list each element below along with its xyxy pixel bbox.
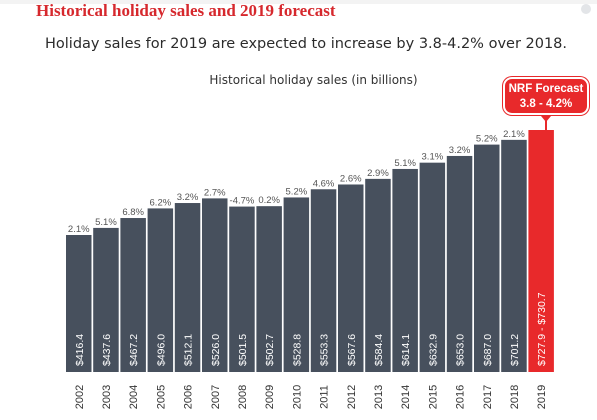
year-tick-label: 2007 — [210, 385, 222, 409]
year-tick-label: 2003 — [101, 385, 113, 409]
year-tick-label: 2015 — [427, 385, 439, 409]
growth-label: 5.2% — [286, 186, 308, 197]
page-subtitle: Holiday sales for 2019 are expected to i… — [45, 36, 568, 52]
growth-label: 2.9% — [367, 168, 389, 179]
bar-value-label: $701.2 — [509, 334, 521, 366]
bar-value-label: $501.5 — [237, 334, 249, 366]
growth-label: 5.2% — [476, 134, 498, 145]
bar-value-label: $528.8 — [291, 334, 303, 366]
year-tick-label: 2019 — [536, 385, 548, 409]
bar — [419, 162, 446, 372]
bar — [93, 227, 119, 372]
bar-value-label: $526.0 — [210, 334, 222, 366]
bar — [392, 168, 418, 372]
year-tick-label: 2014 — [400, 385, 412, 409]
bar-value-label: $632.9 — [427, 334, 439, 366]
growth-label: 3.2% — [177, 192, 199, 203]
bar — [147, 208, 174, 372]
growth-label: 6.8% — [122, 207, 144, 218]
year-tick-label: 2009 — [264, 385, 276, 409]
top-rule — [0, 0, 597, 4]
year-tick-label: 2017 — [482, 385, 494, 409]
growth-label: 0.2% — [258, 195, 280, 206]
year-tick-label: 2018 — [509, 385, 521, 409]
bar — [120, 218, 146, 372]
bar — [256, 206, 282, 372]
bar — [202, 198, 228, 372]
year-tick-label: 2006 — [183, 385, 195, 409]
bar-value-label: $584.4 — [373, 334, 385, 366]
year-tick-label: 2012 — [346, 385, 358, 409]
bar-value-label: $687.0 — [482, 334, 494, 366]
bar — [229, 206, 255, 372]
bar-value-label: $437.6 — [101, 334, 113, 366]
bar — [365, 178, 391, 372]
growth-label: -4.7% — [230, 196, 255, 207]
year-tick-label: 2016 — [455, 385, 467, 409]
bar-value-label: $614.1 — [400, 334, 412, 366]
callout-connector — [545, 121, 547, 131]
bar — [501, 139, 527, 372]
callout-line-1: NRF Forecast — [508, 83, 584, 95]
growth-label: 6.2% — [150, 197, 172, 208]
callout-arrow — [541, 116, 551, 122]
bar-value-label: $512.1 — [183, 334, 195, 366]
year-tick-label: 2005 — [155, 385, 167, 409]
bar-value-label: $467.2 — [128, 334, 140, 366]
callout-line-2: 3.8 - 4.2% — [519, 98, 573, 110]
bar — [310, 189, 337, 372]
growth-label: 5.1% — [95, 217, 117, 228]
forecast-callout: NRF Forecast 3.8 - 4.2% — [503, 77, 589, 115]
bar — [174, 203, 201, 372]
growth-label: 4.6% — [313, 178, 335, 189]
bar-value-label: $553.3 — [319, 334, 331, 366]
growth-label: 5.1% — [394, 158, 416, 169]
bar — [338, 184, 364, 372]
bar-value-label: $496.0 — [155, 334, 167, 366]
bar-value-label: $727.9 - $730.7 — [536, 292, 548, 366]
year-tick-label: 2002 — [74, 385, 86, 409]
growth-label: 3.2% — [449, 145, 471, 156]
growth-label: 3.1% — [422, 152, 444, 163]
page-title: Historical holiday sales and 2019 foreca… — [36, 1, 336, 20]
growth-label: 2.1% — [68, 224, 90, 235]
bar — [66, 235, 92, 372]
bar-value-label: $502.7 — [264, 334, 276, 366]
growth-label: 2.7% — [204, 187, 226, 198]
forecast-bar — [528, 130, 554, 372]
growth-label: 2.6% — [340, 173, 362, 184]
bar — [446, 155, 473, 372]
bar-value-label: $653.0 — [455, 334, 467, 366]
year-tick-label: 2013 — [373, 385, 385, 409]
year-tick-label: 2010 — [291, 385, 303, 409]
year-tick-label: 2004 — [128, 385, 140, 409]
bar — [474, 144, 500, 372]
bar-value-label: $416.4 — [74, 334, 86, 366]
corner-dot — [581, 4, 591, 14]
bar-value-label: $567.6 — [346, 334, 358, 366]
bar — [283, 197, 310, 372]
chart-title: Historical holiday sales (in billions) — [209, 73, 418, 87]
growth-label: 2.1% — [503, 129, 525, 140]
year-tick-label: 2008 — [237, 385, 249, 409]
year-tick-label: 2011 — [319, 385, 331, 409]
